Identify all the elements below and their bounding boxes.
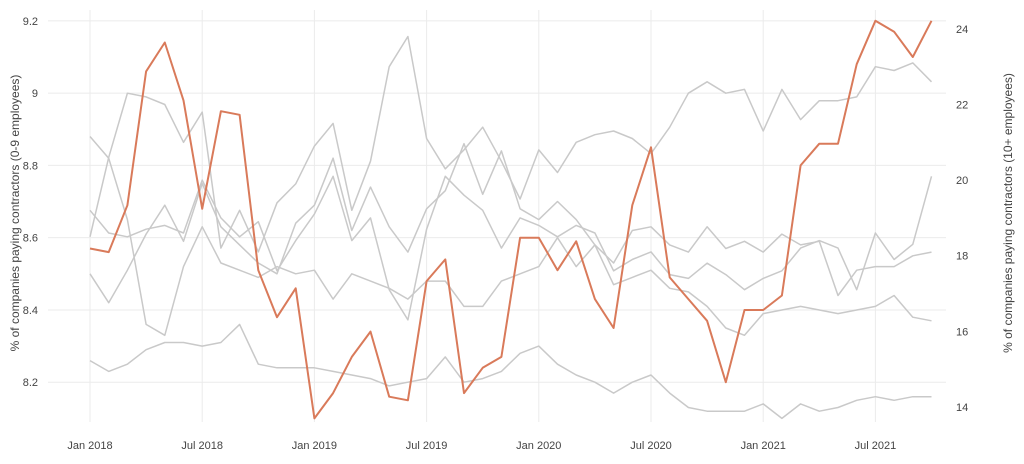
y-axis-right-title: % of companies paying contractors (10+ e…: [1001, 73, 1015, 353]
highlight-series: [89, 19, 933, 420]
series-line-background: [89, 175, 933, 321]
series-line-highlight: [89, 19, 933, 420]
y-right-tick-label: 16: [956, 326, 968, 338]
x-tick-label: Jul 2019: [406, 440, 448, 452]
y-left-tick-label: 8.4: [23, 305, 38, 317]
x-tick-label: Jan 2019: [292, 440, 337, 452]
x-tick-label: Jan 2020: [516, 440, 561, 452]
y-left-tick-label: 8.2: [23, 377, 38, 389]
y-right-tick-label: 22: [956, 99, 968, 111]
x-tick-label: Jul 2018: [181, 440, 223, 452]
x-tick-label: Jul 2021: [855, 440, 897, 452]
y-right-tick-label: 18: [956, 251, 968, 263]
background-series: [89, 35, 933, 420]
y-left-tick-label: 9: [32, 88, 38, 100]
series-line-background: [89, 136, 932, 337]
axes: 8.2 8.4 8.6 8.8 9 9.2 Jan 2018 Jul 2018 Jan 2019…: [23, 16, 969, 452]
y-right-tick-label: 20: [956, 175, 968, 187]
y-left-tick-label: 9.2: [23, 16, 38, 28]
x-tick-label: Jul 2020: [630, 440, 672, 452]
y-left-tick-label: 8.8: [23, 160, 38, 172]
y-right-tick-label: 24: [956, 24, 968, 36]
y-right-tick-label: 14: [956, 402, 968, 414]
series-line-background: [89, 142, 932, 304]
y-axis-left-title: % of companies paying contractors (0-9 e…: [8, 75, 22, 352]
x-tick-label: Jan 2018: [67, 440, 112, 452]
x-tick-label: Jan 2021: [741, 440, 786, 452]
series-line-background: [89, 35, 933, 253]
y-left-tick-label: 8.6: [23, 233, 38, 245]
series-line-background: [89, 323, 932, 420]
